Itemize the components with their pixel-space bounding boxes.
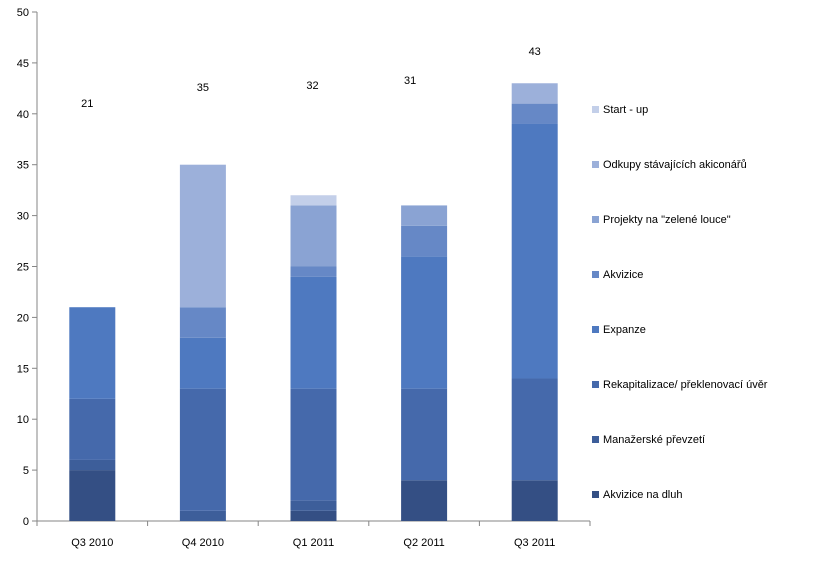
y-tick-label: 35	[17, 160, 29, 172]
legend-label: Rekapitalizace/ překlenovací úvěr	[603, 379, 768, 391]
total-label: 21	[81, 98, 93, 110]
bar-segment	[511, 480, 558, 521]
legend-label: Odkupy stávajících akiconářů	[603, 159, 747, 171]
bar-segment	[179, 307, 226, 338]
total-labels: 21 35 32 31 43	[81, 46, 541, 110]
legend-label: Manažerské převzetí	[603, 434, 705, 446]
bar-segment	[511, 83, 558, 104]
legend-label: Akvizice na dluh	[603, 489, 683, 501]
y-tick-label: 30	[17, 211, 29, 223]
y-tick-label: 15	[17, 363, 29, 375]
bar-segment	[69, 307, 116, 399]
bar-segment	[179, 388, 226, 511]
bar-segment	[401, 480, 448, 521]
bar-segment	[511, 123, 558, 379]
legend-label: Start - up	[603, 104, 648, 116]
total-label: 43	[529, 46, 541, 58]
y-tick-label: 25	[17, 262, 29, 274]
bar-segment	[179, 337, 226, 389]
y-tick-label: 5	[23, 465, 29, 477]
y-tick-label: 10	[17, 414, 29, 426]
legend-swatch	[592, 216, 599, 223]
total-label: 35	[197, 82, 209, 94]
bar-segment	[401, 388, 448, 481]
legend-swatch	[592, 491, 599, 498]
bar-segment	[69, 470, 116, 521]
x-tick-label: Q4 2010	[182, 537, 224, 549]
bar-segment	[401, 205, 448, 226]
legend-label: Akvizice	[603, 269, 643, 281]
bar-segment	[69, 459, 116, 471]
bar-segment	[179, 510, 226, 521]
x-tick-label: Q3 2011	[514, 537, 555, 549]
legend-swatch	[592, 161, 599, 168]
legend-swatch	[592, 326, 599, 333]
legend-swatch	[592, 106, 599, 113]
x-tick-label: Q2 2011	[403, 537, 444, 549]
y-tick-label: 50	[17, 7, 29, 19]
bar-segment	[401, 256, 448, 389]
total-label: 31	[404, 75, 416, 87]
legend-swatch	[592, 271, 599, 278]
bar-segment	[511, 103, 558, 124]
bar-segment	[290, 205, 337, 267]
total-label: 32	[306, 80, 318, 92]
legend-label: Projekty na "zelené louce"	[603, 214, 731, 226]
y-tick-label: 45	[17, 58, 29, 70]
x-tick-label: Q3 2010	[71, 537, 113, 549]
bar-segment	[290, 266, 337, 277]
legend: Start - up Odkupy stávajících akiconářů Pr…	[592, 104, 768, 501]
x-tick-label: Q1 2011	[293, 537, 334, 549]
bar-segment	[179, 164, 226, 308]
bar-segment	[290, 500, 337, 511]
bar-segment	[69, 398, 116, 460]
bar-segment	[511, 378, 558, 481]
y-tick-label: 20	[17, 312, 29, 324]
bar-segment	[290, 510, 337, 521]
bar-segment	[290, 195, 337, 206]
legend-swatch	[592, 436, 599, 443]
bar-segment	[290, 276, 337, 389]
bar-segment	[290, 388, 337, 501]
bars	[69, 83, 558, 521]
y-tick-label: 0	[23, 516, 29, 528]
legend-label: Expanze	[603, 324, 646, 336]
y-tick-label: 40	[17, 109, 29, 121]
bar-segment	[401, 225, 448, 257]
legend-swatch	[592, 381, 599, 388]
axes: 0 5 10 15 20 25 30 35 40 45 50 Q3 2010 Q4 2010 Q1 201…	[17, 7, 591, 549]
